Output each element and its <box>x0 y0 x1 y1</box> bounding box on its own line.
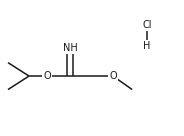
Text: NH: NH <box>63 43 77 53</box>
Text: O: O <box>109 71 117 81</box>
Text: H: H <box>143 41 151 51</box>
Text: Cl: Cl <box>142 20 152 30</box>
Text: O: O <box>43 71 51 81</box>
